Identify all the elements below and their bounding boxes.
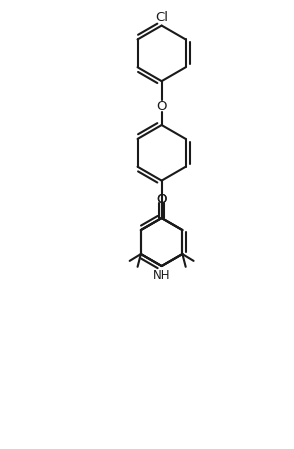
Text: NH: NH (153, 269, 171, 282)
Text: O: O (156, 193, 167, 206)
Text: Cl: Cl (155, 11, 168, 24)
Text: O: O (156, 100, 167, 113)
Text: O: O (156, 193, 167, 206)
